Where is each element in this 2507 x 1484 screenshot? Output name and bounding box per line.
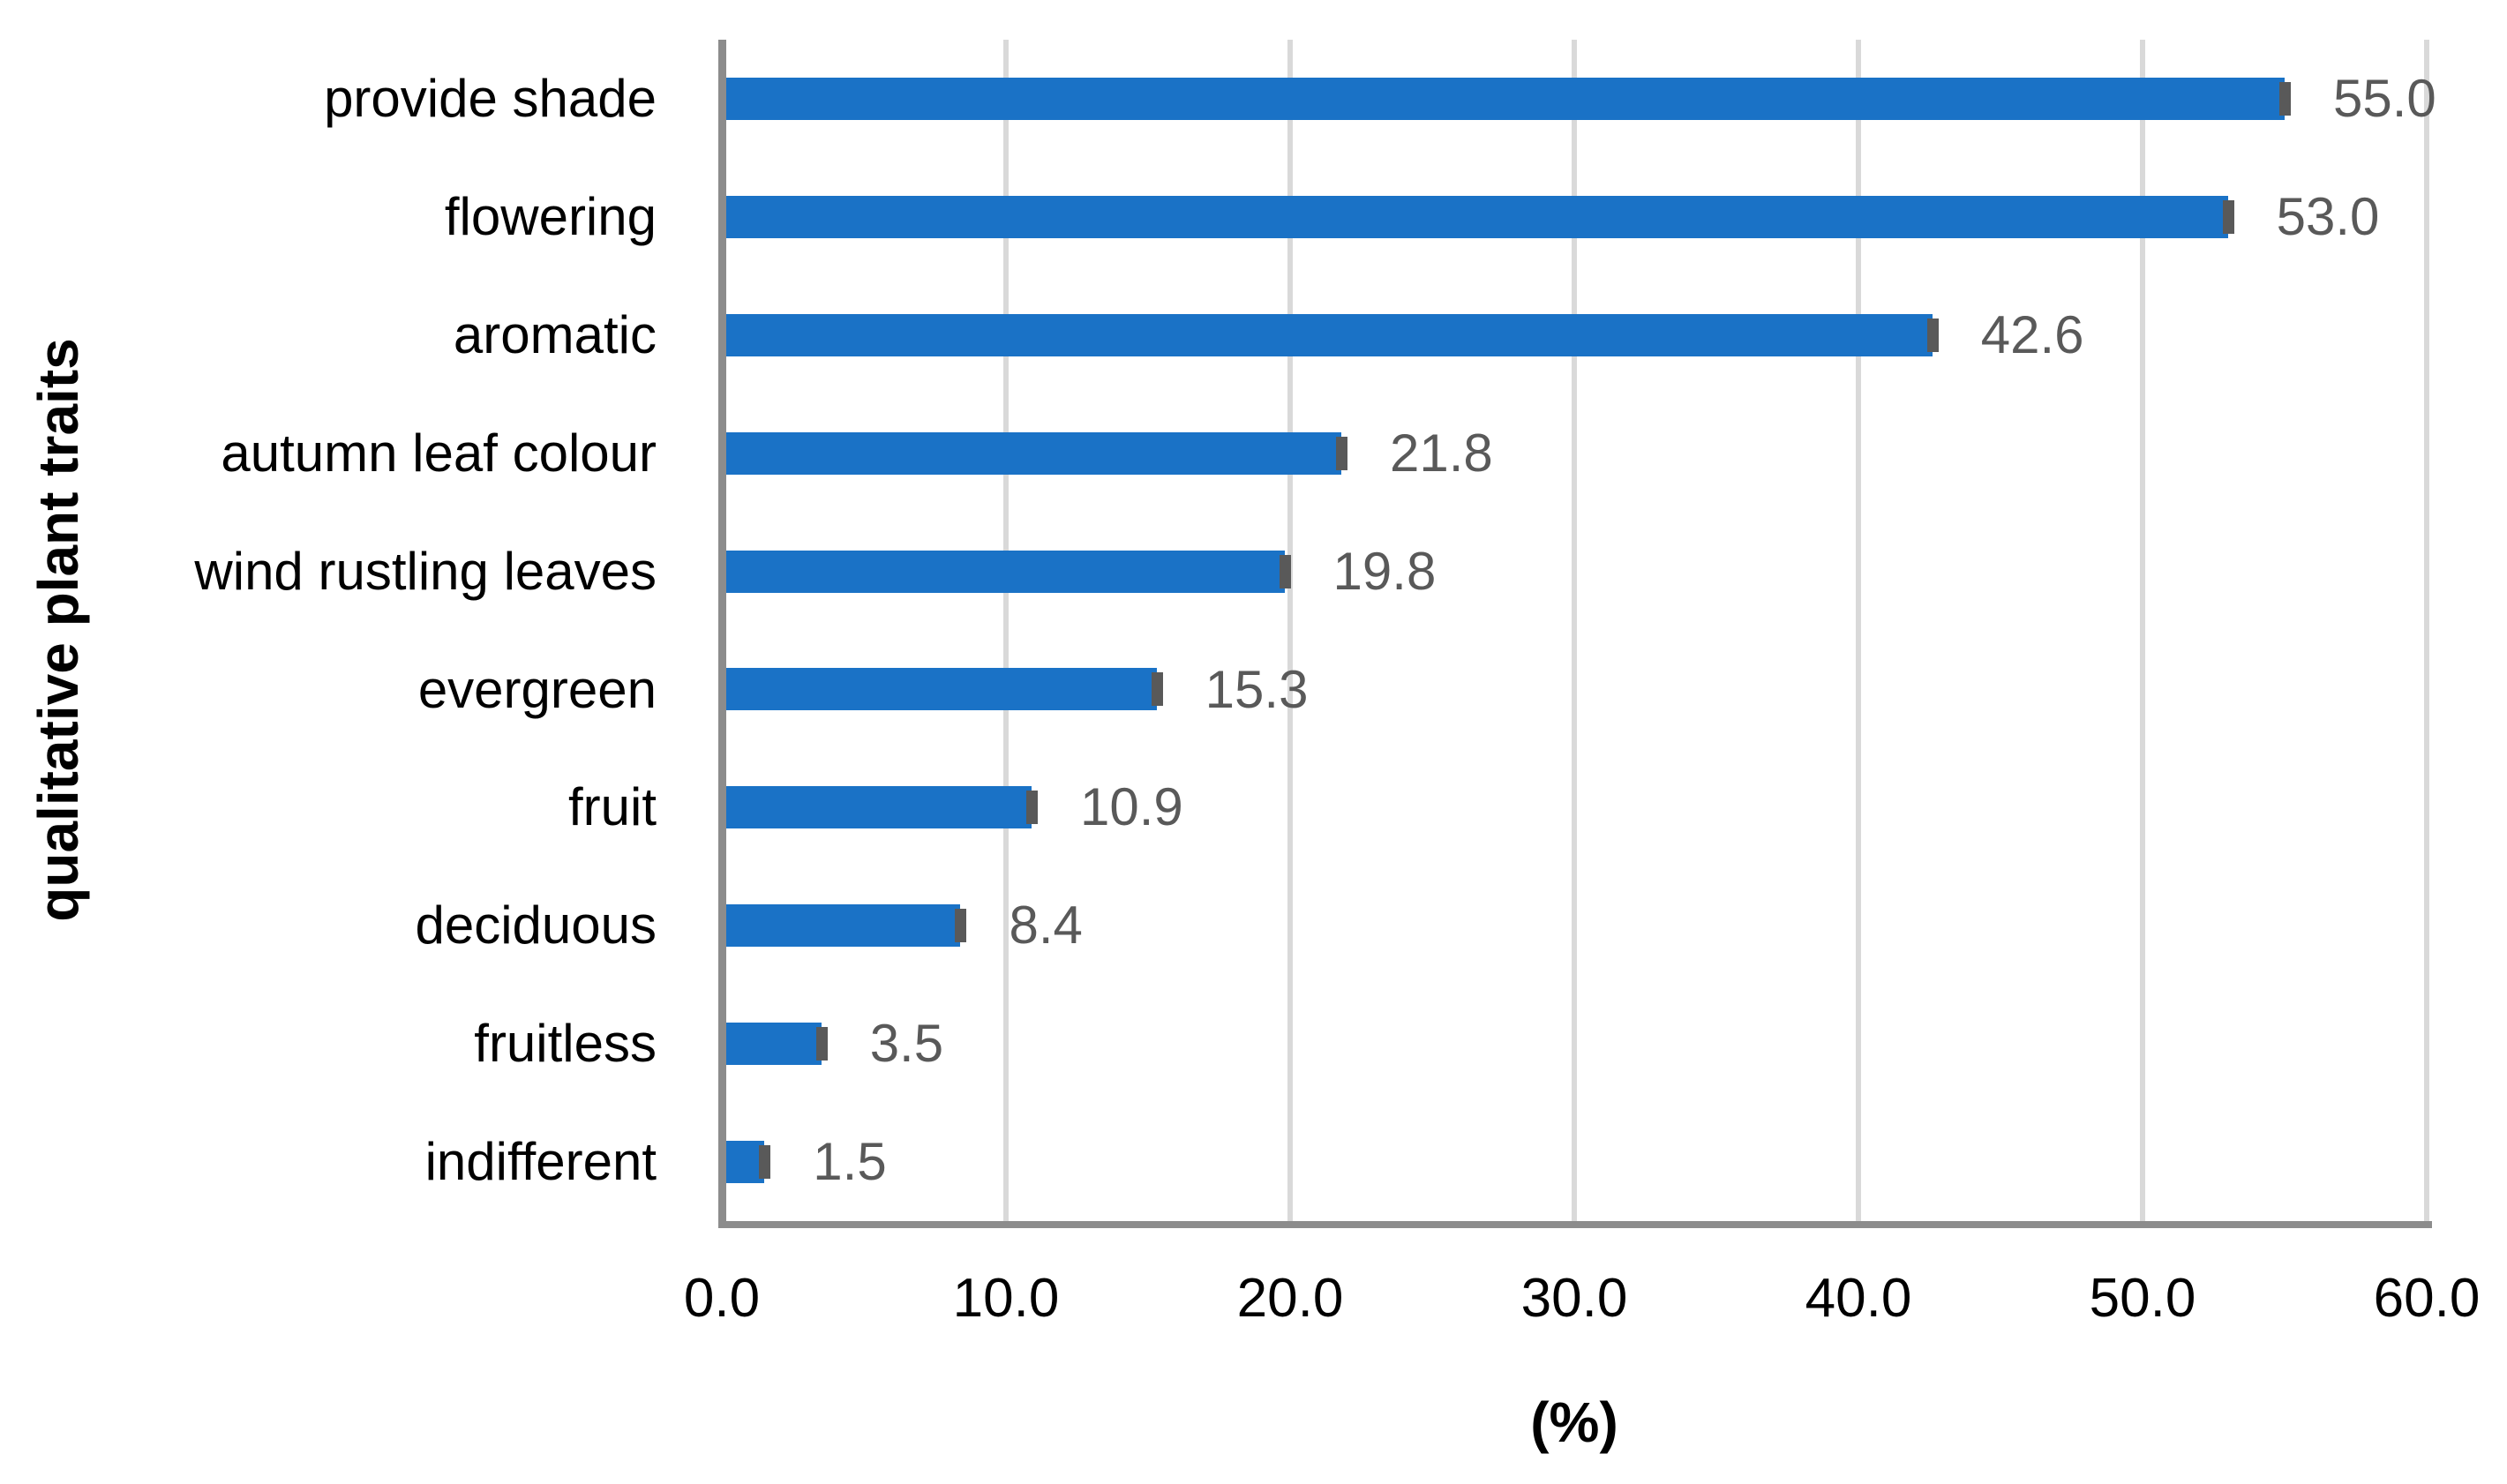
bar — [726, 904, 961, 948]
x-tick-label: 50.0 — [2089, 1268, 2196, 1329]
category-label: indifferent — [424, 1132, 657, 1192]
category-label: wind rustling leaves — [194, 541, 657, 601]
x-axis-title: (%) — [1530, 1390, 1618, 1454]
bar-end-cap — [1025, 791, 1038, 825]
gridline — [1287, 40, 1293, 1221]
bar-end-cap — [2279, 81, 2291, 116]
bar-end-cap — [1151, 672, 1163, 707]
category-label: deciduous — [415, 896, 657, 956]
gridline — [1856, 40, 1861, 1221]
bar-value-label: 19.8 — [1332, 541, 1437, 601]
bar-end-cap — [759, 1145, 771, 1180]
x-tick-label: 10.0 — [952, 1268, 1060, 1329]
bar — [726, 668, 1157, 711]
bar-value-label: 10.9 — [1079, 777, 1183, 837]
bar — [726, 195, 2228, 238]
bar-end-cap — [815, 1027, 828, 1061]
x-tick-label: 40.0 — [1805, 1268, 1912, 1329]
bar — [726, 431, 1341, 475]
category-label: fruit — [567, 777, 657, 837]
x-tick-label: 0.0 — [683, 1268, 761, 1329]
category-label: provide shade — [324, 69, 657, 128]
category-label: evergreen — [417, 659, 657, 719]
bar-end-cap — [1335, 436, 1347, 470]
y-axis-line — [718, 40, 726, 1228]
bar — [726, 1141, 765, 1184]
bar-value-label: 53.0 — [2276, 186, 2380, 246]
bar-end-cap — [1926, 318, 1939, 352]
bar-end-cap — [955, 909, 967, 943]
bar-value-label: 55.0 — [2333, 69, 2436, 128]
bar-value-label: 8.4 — [1009, 896, 1083, 956]
bar — [726, 786, 1032, 829]
bar-value-label: 21.8 — [1389, 423, 1493, 483]
gridline — [1572, 40, 1577, 1221]
bar — [726, 1023, 822, 1066]
x-tick-label: 20.0 — [1236, 1268, 1344, 1329]
category-label: aromatic — [453, 304, 657, 364]
x-axis-line — [718, 1221, 2432, 1228]
x-tick-label: 30.0 — [1520, 1268, 1628, 1329]
bar — [726, 550, 1285, 593]
category-label: fruitless — [474, 1014, 657, 1074]
bar-end-cap — [2222, 199, 2234, 234]
bar-value-label: 15.3 — [1205, 659, 1309, 719]
x-tick-label: 60.0 — [2373, 1268, 2481, 1329]
gridline — [1003, 40, 1009, 1221]
bar-value-label: 1.5 — [813, 1132, 887, 1192]
category-label: flowering — [444, 186, 657, 246]
gridline — [2424, 40, 2429, 1221]
gridline — [2140, 40, 2145, 1221]
category-label: autumn leaf colour — [221, 423, 657, 483]
bar — [726, 77, 2285, 120]
bar-value-label: 42.6 — [1980, 304, 2084, 364]
bar-end-cap — [1279, 554, 1291, 588]
bar-value-label: 3.5 — [869, 1014, 944, 1074]
bar — [726, 313, 1933, 356]
